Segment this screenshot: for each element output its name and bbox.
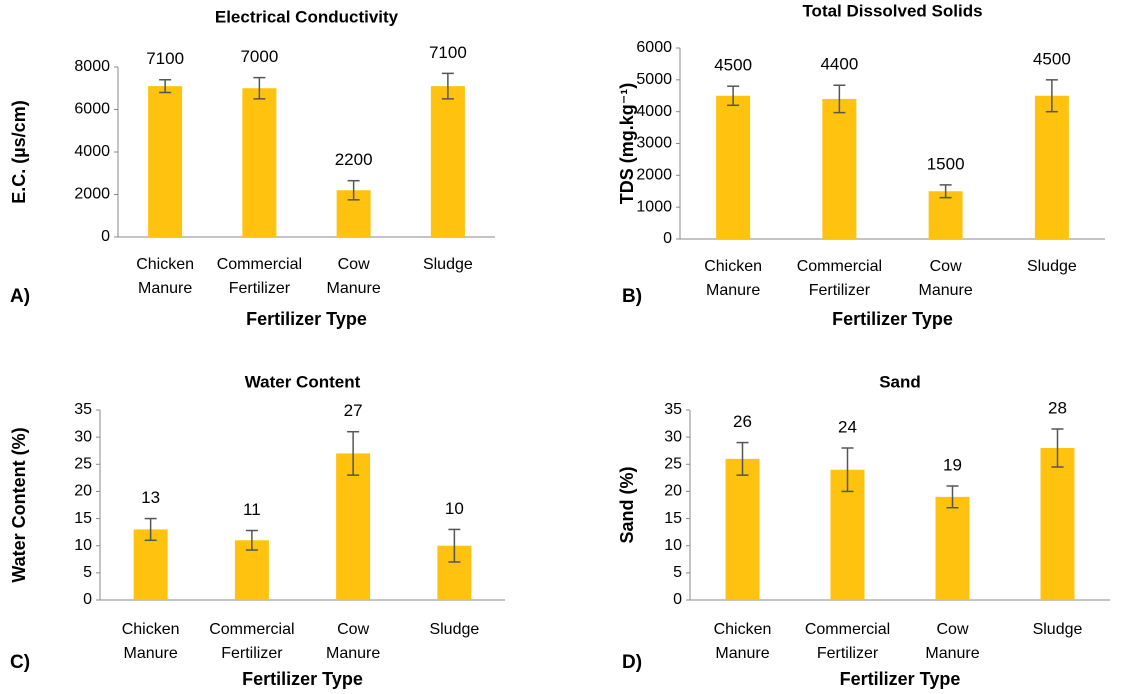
y-axis-label: Water Content (%) [9, 427, 29, 582]
panel-label: D) [622, 652, 642, 673]
x-tick-label: Chicken Manure [714, 621, 772, 662]
y-tick-label: 35 [74, 401, 92, 418]
y-tick-label: 35 [664, 401, 682, 418]
data-label: 28 [1048, 398, 1067, 417]
bar [935, 496, 970, 600]
bar [133, 529, 168, 600]
y-tick-label: 0 [101, 228, 110, 245]
panel-label: C) [10, 652, 30, 673]
y-axis-label: Sand (%) [617, 466, 637, 543]
y-tick-label: 1000 [636, 198, 672, 215]
data-label: 7100 [429, 43, 467, 62]
y-tick-label: 5000 [636, 71, 672, 88]
y-tick-label: 5 [673, 564, 682, 581]
x-tick-label: Cow Manure [327, 256, 381, 297]
y-tick-label: 10 [74, 537, 92, 554]
x-tick-label: Commercial Fertilizer [797, 258, 882, 299]
data-label: 4500 [714, 56, 752, 75]
x-tick-label: Commercial Fertilizer [209, 621, 294, 662]
data-label: 11 [243, 500, 261, 519]
x-tick-label: Cow Manure [326, 621, 380, 662]
y-tick-label: 15 [664, 510, 682, 527]
y-tick-label: 25 [74, 456, 92, 473]
chart-title: Electrical Conductivity [215, 7, 399, 26]
data-label: 19 [943, 455, 962, 474]
y-tick-label: 4000 [74, 143, 110, 160]
x-tick-label: Cow Manure [919, 258, 973, 299]
x-tick-label: Sludge [429, 621, 479, 638]
bar [430, 86, 465, 237]
y-tick-label: 3000 [636, 135, 672, 152]
data-label: 10 [445, 499, 464, 518]
y-tick-label: 0 [83, 591, 92, 608]
x-axis-label: Fertilizer Type [246, 309, 367, 329]
x-axis-label: Fertilizer Type [840, 669, 961, 689]
y-tick-label: 20 [664, 483, 682, 500]
x-tick-label: Sludge [423, 256, 473, 273]
bar [928, 191, 963, 239]
data-label: 26 [733, 412, 752, 431]
y-tick-label: 4000 [636, 103, 672, 120]
data-label: 7000 [240, 47, 278, 66]
x-tick-label: Cow Manure [925, 621, 979, 662]
y-tick-label: 5 [83, 564, 92, 581]
x-tick-label: Sludge [1027, 258, 1077, 275]
data-label: 27 [344, 401, 363, 420]
y-tick-label: 6000 [74, 101, 110, 118]
chart-title: Sand [879, 372, 921, 391]
bar [822, 98, 857, 239]
y-tick-label: 15 [74, 510, 92, 527]
x-tick-label: Chicken Manure [136, 256, 194, 297]
bar [148, 86, 183, 237]
panel-label: A) [10, 286, 30, 307]
y-tick-label: 2000 [636, 167, 672, 184]
y-tick-label: 10 [664, 537, 682, 554]
data-label: 13 [141, 488, 160, 507]
x-axis-label: Fertilizer Type [832, 309, 953, 329]
bar [1034, 95, 1069, 239]
bar [336, 453, 371, 600]
y-tick-label: 30 [664, 428, 682, 445]
y-tick-label: 6000 [636, 39, 672, 56]
data-label: 4400 [820, 55, 858, 74]
y-tick-label: 0 [673, 591, 682, 608]
chart-title: Total Dissolved Solids [802, 1, 982, 20]
y-tick-label: 30 [74, 428, 92, 445]
x-tick-label: Sludge [1033, 621, 1083, 638]
bar [1040, 448, 1075, 600]
y-axis-label: E.C. (µs/cm) [9, 100, 29, 203]
x-tick-label: Commercial Fertilizer [217, 256, 302, 297]
x-tick-label: Chicken Manure [704, 258, 762, 299]
x-tick-label: Commercial Fertilizer [805, 621, 890, 662]
x-axis-label: Fertilizer Type [242, 669, 363, 689]
chart-title: Water Content [245, 372, 361, 391]
y-tick-label: 2000 [74, 186, 110, 203]
bar [242, 88, 277, 237]
x-tick-label: Chicken Manure [122, 621, 180, 662]
y-tick-label: 0 [663, 230, 672, 247]
y-axis-label: TDS (mg.kg⁻¹) [617, 83, 637, 205]
data-label: 24 [838, 417, 857, 436]
bar [716, 95, 751, 239]
data-label: 1500 [927, 154, 965, 173]
y-tick-label: 20 [74, 483, 92, 500]
bar [725, 458, 760, 600]
y-tick-label: 8000 [74, 58, 110, 75]
data-label: 4500 [1033, 49, 1071, 68]
data-label: 7100 [146, 49, 184, 68]
y-tick-label: 25 [664, 456, 682, 473]
data-label: 2200 [335, 150, 373, 169]
panel-label: B) [622, 286, 642, 307]
